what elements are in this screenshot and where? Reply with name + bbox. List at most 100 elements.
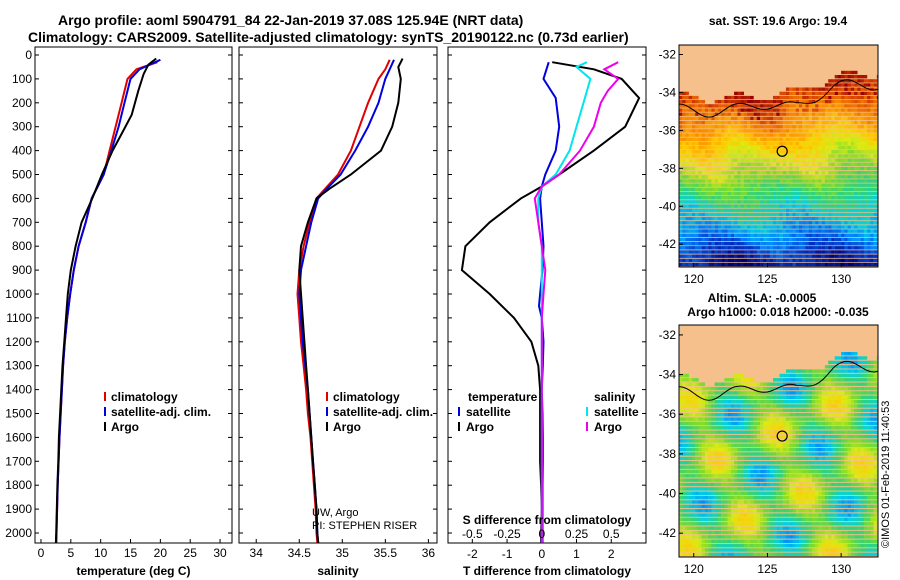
- map-cell: [782, 469, 787, 474]
- map-cell: [769, 417, 774, 421]
- map-cell: [828, 465, 832, 469]
- map-lat-tick-label: -42: [659, 237, 677, 251]
- map-cell: [812, 112, 816, 116]
- map-cell: [863, 116, 868, 121]
- map-cell: [721, 386, 725, 391]
- map-cell: [701, 212, 706, 217]
- map-cell: [763, 208, 767, 212]
- map-cell: [789, 526, 793, 530]
- map-cell: [795, 513, 800, 517]
- map-cell: [679, 421, 683, 426]
- map-cell: [708, 522, 712, 526]
- map-cell: [834, 262, 839, 267]
- map-cell: [724, 108, 728, 112]
- map-cell: [682, 137, 686, 141]
- map-cell: [876, 225, 878, 229]
- map-cell: [766, 154, 770, 158]
- map-cell: [857, 242, 861, 246]
- map-cell: [867, 162, 871, 166]
- map-cell: [701, 522, 706, 526]
- map-cell: [685, 125, 689, 129]
- map-cell: [824, 196, 829, 200]
- map-cell: [704, 242, 709, 246]
- map-cell: [766, 212, 770, 217]
- map-cell: [679, 465, 683, 469]
- map-cell: [695, 513, 699, 517]
- map-cell: [708, 125, 712, 129]
- map-cell: [756, 154, 761, 158]
- map-cell: [766, 495, 770, 500]
- map-cell: [779, 461, 783, 465]
- map-cell: [685, 465, 689, 469]
- map-cell: [724, 166, 728, 171]
- map-cell: [698, 116, 702, 121]
- map-cell: [779, 150, 783, 154]
- map-cell: [815, 162, 819, 166]
- map-cell: [834, 434, 839, 439]
- map-cell: [786, 552, 790, 556]
- map-cell: [815, 526, 819, 530]
- map-cell: [786, 430, 790, 434]
- map-cell: [685, 378, 689, 382]
- map-cell: [792, 154, 796, 158]
- map-cell: [734, 179, 738, 183]
- map-cell: [717, 258, 722, 263]
- map-cell: [760, 543, 764, 548]
- map-cell: [805, 158, 809, 162]
- map-cell: [717, 478, 722, 482]
- map-cell: [747, 417, 751, 421]
- map-cell: [730, 175, 735, 179]
- map-cell: [847, 100, 851, 104]
- map-cell: [841, 530, 845, 535]
- map-cell: [795, 421, 800, 426]
- map-cell: [821, 221, 826, 225]
- map-cell: [711, 517, 715, 522]
- map-cell: [682, 421, 686, 426]
- map-cell: [828, 395, 832, 399]
- map-cell: [786, 196, 790, 200]
- map-cell: [743, 129, 748, 133]
- map-cell: [857, 91, 861, 96]
- map-cell: [824, 216, 829, 221]
- map-cell: [717, 469, 722, 474]
- map-cell: [708, 233, 712, 237]
- map-cell: [769, 404, 774, 408]
- map-cell: [831, 246, 835, 250]
- map-cell: [685, 187, 689, 192]
- map-cell: [831, 548, 835, 552]
- map-cell: [773, 500, 777, 504]
- map-cell: [779, 478, 783, 482]
- map-cell: [844, 100, 848, 104]
- map-cell: [808, 500, 813, 504]
- map-cell: [737, 417, 741, 421]
- map-cell: [743, 413, 748, 417]
- map-cell: [753, 526, 757, 530]
- map-cell: [837, 133, 842, 137]
- map-cell: [734, 216, 738, 221]
- map-cell: [821, 421, 826, 426]
- map-cell: [769, 513, 774, 517]
- map-cell: [763, 543, 767, 548]
- map-cell: [747, 95, 751, 100]
- map-cell: [724, 125, 728, 129]
- map-cell: [782, 517, 787, 522]
- map-cell: [734, 504, 738, 509]
- map-cell: [753, 443, 757, 447]
- map-cell: [786, 417, 790, 421]
- map-cell: [776, 465, 780, 469]
- map-cell: [776, 179, 780, 183]
- map-cell: [769, 133, 774, 137]
- map-cell: [740, 212, 744, 217]
- map-cell: [776, 509, 780, 513]
- map-cell: [799, 200, 803, 204]
- map-cell: [685, 447, 689, 452]
- map-cell: [821, 137, 826, 141]
- map-cell: [789, 452, 793, 456]
- map-cell: [792, 229, 796, 233]
- map-cell: [815, 250, 819, 254]
- map-cell: [704, 443, 709, 447]
- map-cell: [841, 225, 845, 229]
- map-cell: [844, 129, 848, 133]
- map-cell: [792, 456, 796, 461]
- map-cell: [721, 183, 725, 187]
